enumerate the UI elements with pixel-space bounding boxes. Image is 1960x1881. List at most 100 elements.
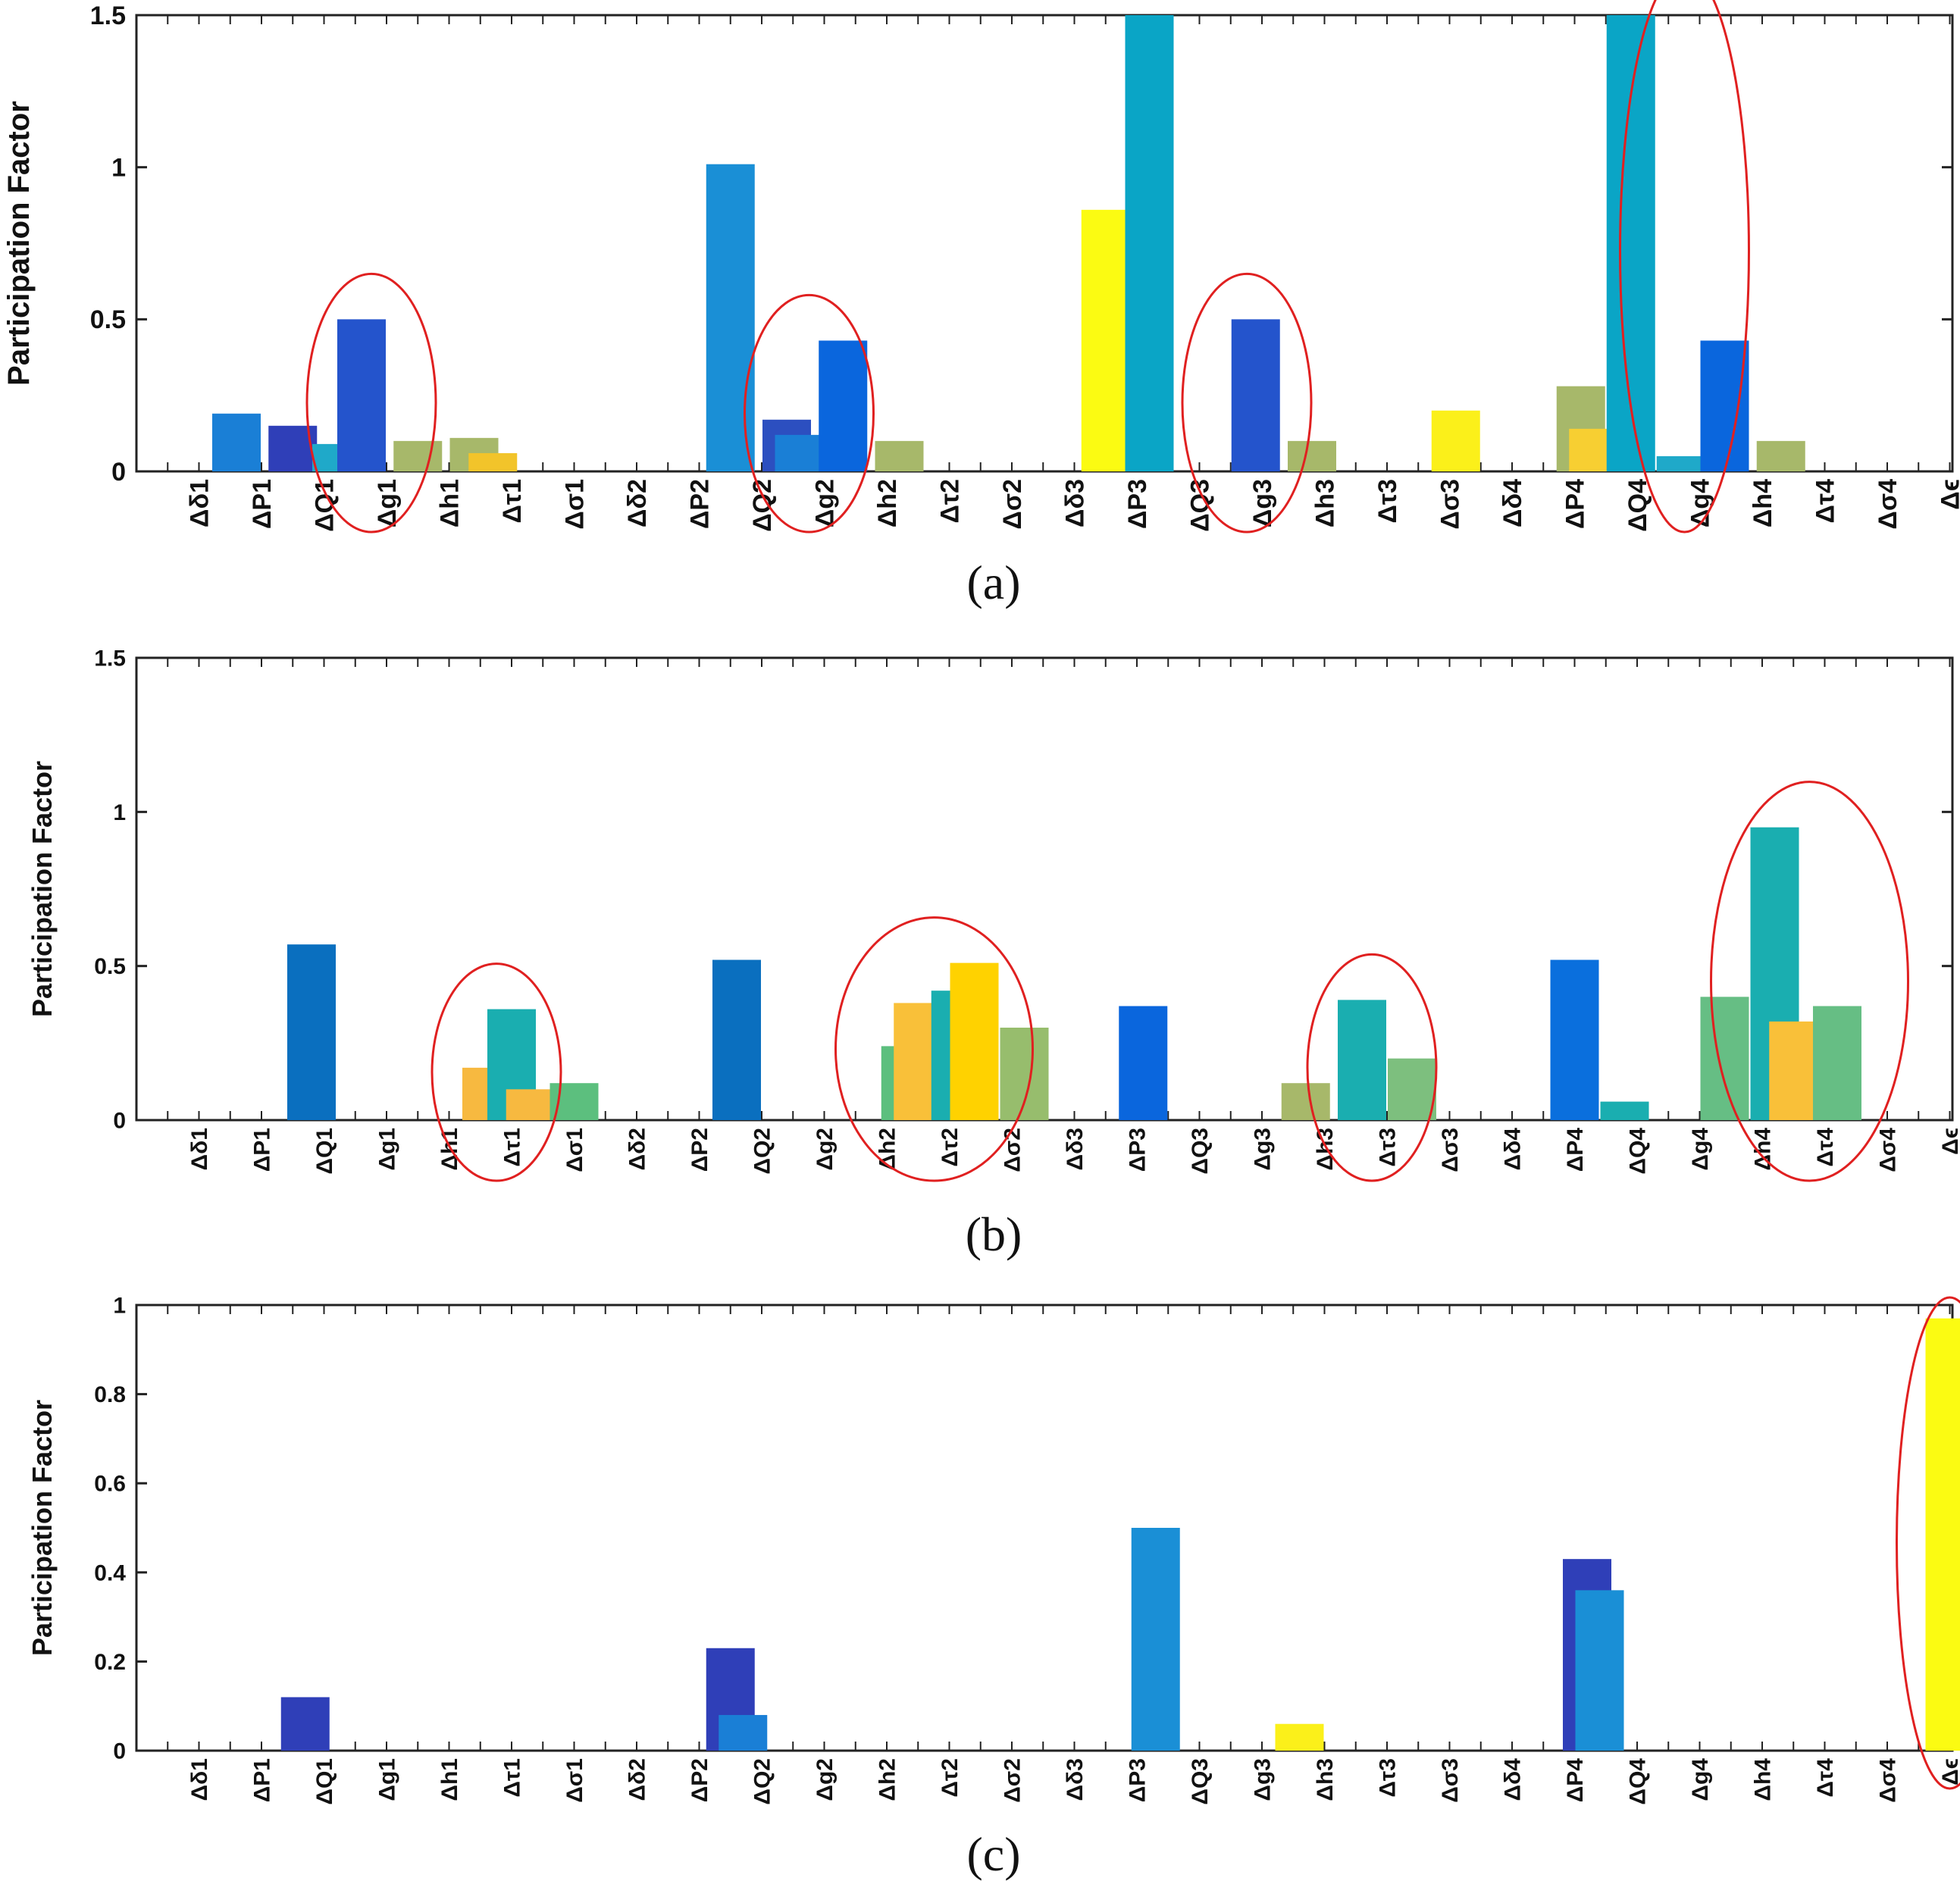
x-tick-label-delta-d3: Δδ3 — [1063, 1758, 1088, 1801]
x-tick-label-delta-tau2: Δτ2 — [935, 479, 964, 524]
x-tick-label-delta-eps: Δϵ — [1938, 1128, 1960, 1155]
bar — [1275, 1723, 1324, 1751]
x-tick-label-delta-sigma2: Δσ2 — [1000, 1758, 1025, 1803]
bar — [1756, 440, 1805, 471]
panel-c: 0 0.2 0.4 0.6 0.8 1 Δδ1 ΔP1 ΔQ1 Δg1 Δh1 Δτ1 Δσ1 Δδ2 ΔP… — [27, 1294, 1960, 1805]
x-tick-label-delta-h2: Δh2 — [875, 1128, 900, 1171]
x-tick-label-delta-tau2: Δτ2 — [938, 1128, 963, 1167]
bar — [1388, 1058, 1436, 1120]
highlight-ellipse — [1896, 1296, 1960, 1790]
bar — [1281, 1083, 1330, 1120]
bar — [468, 452, 518, 471]
bar — [1338, 1000, 1386, 1120]
x-tick-label-delta-h3: Δh3 — [1313, 1758, 1338, 1801]
x-tick-label-delta-h3: Δh3 — [1310, 479, 1339, 527]
x-tick-label-delta-q4: ΔQ4 — [1623, 479, 1652, 532]
x-tick-label-delta-sigma2: Δσ2 — [998, 479, 1027, 530]
y-tick-label: 0 — [111, 458, 126, 487]
x-tick-label-delta-d1: Δδ1 — [185, 479, 214, 527]
highlight-ellipse — [744, 293, 875, 534]
bar — [1700, 340, 1749, 471]
y-tick-label: 1 — [113, 1294, 126, 1319]
bar — [775, 434, 824, 471]
bar — [1131, 1528, 1180, 1751]
x-tick-label-delta-eps: Δϵ — [1936, 479, 1960, 510]
x-tick-label-delta-d2: Δδ2 — [623, 479, 652, 527]
caption-c: (c) — [966, 1827, 1020, 1881]
y-tick-label: 0 — [113, 1109, 126, 1134]
x-tick-label-delta-d1: Δδ1 — [187, 1128, 212, 1170]
y-tick-label: 0.5 — [94, 954, 126, 979]
x-tick-label-delta-h4: Δh4 — [1751, 1128, 1776, 1171]
x-tick-label-delta-tau4: Δτ4 — [1813, 1128, 1838, 1167]
x-tick-label-delta-sigma4: Δσ4 — [1876, 1758, 1901, 1803]
x-tick-label-delta-q1: ΔQ1 — [312, 1758, 337, 1805]
x-tick-label-delta-d4: Δδ4 — [1501, 1128, 1526, 1171]
bar — [1700, 997, 1749, 1120]
plot-frame — [135, 14, 1954, 473]
x-tick-label-delta-g4: Δg4 — [1688, 1758, 1713, 1801]
x-tick-label-delta-tau3: Δτ3 — [1376, 1758, 1401, 1798]
bar — [393, 440, 443, 471]
highlight-ellipse — [1619, 0, 1750, 534]
y-axis-label: Participation Factor — [2, 101, 36, 386]
x-tick-label-delta-p4: ΔP4 — [1563, 1758, 1588, 1803]
bar — [706, 164, 755, 472]
y-tick-label: 0.4 — [94, 1560, 126, 1585]
x-tick-label-delta-sigma2: Δσ2 — [1000, 1128, 1025, 1172]
bar — [1600, 1101, 1649, 1120]
bar — [875, 440, 924, 471]
bar — [1550, 959, 1599, 1120]
bar — [1431, 410, 1480, 471]
x-tick-label-delta-tau1: Δτ1 — [500, 1758, 525, 1798]
x-tick-label-delta-p3: ΔP3 — [1123, 479, 1152, 529]
caption-a: (a) — [966, 556, 1020, 609]
x-tick-label-delta-q1: ΔQ1 — [312, 1128, 337, 1175]
y-tick-label: 0.2 — [94, 1650, 126, 1675]
x-tick-label-delta-sigma3: Δσ3 — [1436, 479, 1464, 530]
x-tick-label-delta-p4: ΔP4 — [1563, 1128, 1588, 1172]
x-tick-label-delta-sigma1: Δσ1 — [560, 479, 589, 530]
x-tick-label-delta-sigma4: Δσ4 — [1874, 479, 1902, 530]
bar — [212, 413, 261, 471]
highlight-ellipse — [1710, 781, 1909, 1182]
x-tick-label-delta-h4: Δh4 — [1751, 1758, 1776, 1801]
y-axis-label: Participation Factor — [27, 761, 58, 1017]
x-tick-label-delta-g3: Δg3 — [1251, 1758, 1276, 1801]
x-tick-label-delta-q3: ΔQ3 — [1185, 479, 1214, 532]
x-tick-label-delta-tau4: Δτ4 — [1813, 1758, 1838, 1798]
bar — [1081, 209, 1130, 471]
x-tick-label-delta-tau4: Δτ4 — [1811, 479, 1839, 524]
x-tick-label-delta-h1: Δh1 — [435, 479, 464, 527]
y-tick-label: 1 — [111, 154, 126, 183]
bar — [1119, 1006, 1168, 1120]
bar — [819, 340, 868, 471]
bar — [1769, 1021, 1818, 1120]
x-tick-label-delta-tau3: Δτ3 — [1376, 1128, 1401, 1167]
y-tick-label: 0 — [113, 1739, 126, 1764]
x-tick-label-delta-g2: Δg2 — [810, 479, 839, 527]
x-tick-label-delta-h2: Δh2 — [873, 479, 902, 527]
x-tick-label-delta-sigma3: Δσ3 — [1438, 1758, 1463, 1803]
bar — [719, 1714, 768, 1751]
x-tick-label-delta-q2: ΔQ2 — [750, 1128, 775, 1175]
x-tick-label-delta-tau2: Δτ2 — [938, 1758, 963, 1798]
highlight-ellipse — [1181, 272, 1313, 534]
x-tick-label-delta-p3: ΔP3 — [1126, 1758, 1151, 1802]
x-tick-label-delta-g1: Δg1 — [375, 1758, 400, 1801]
x-tick-label-delta-q3: ΔQ3 — [1188, 1128, 1213, 1175]
y-tick-label: 0.6 — [94, 1472, 126, 1497]
bar — [280, 1697, 330, 1751]
x-tick-label-delta-q4: ΔQ4 — [1626, 1128, 1651, 1175]
x-tick-label-delta-g2: Δg2 — [812, 1128, 838, 1171]
x-tick-label-delta-d2: Δδ2 — [625, 1128, 650, 1170]
x-tick-label-delta-q2: ΔQ2 — [748, 479, 777, 532]
bar — [287, 944, 336, 1120]
x-tick-label-delta-d2: Δδ2 — [625, 1758, 650, 1801]
x-tick-label-delta-d1: Δδ1 — [187, 1758, 212, 1801]
x-tick-label-delta-h1: Δh1 — [437, 1758, 462, 1801]
x-tick-label-delta-g3: Δg3 — [1251, 1128, 1276, 1171]
bar — [1656, 455, 1705, 471]
